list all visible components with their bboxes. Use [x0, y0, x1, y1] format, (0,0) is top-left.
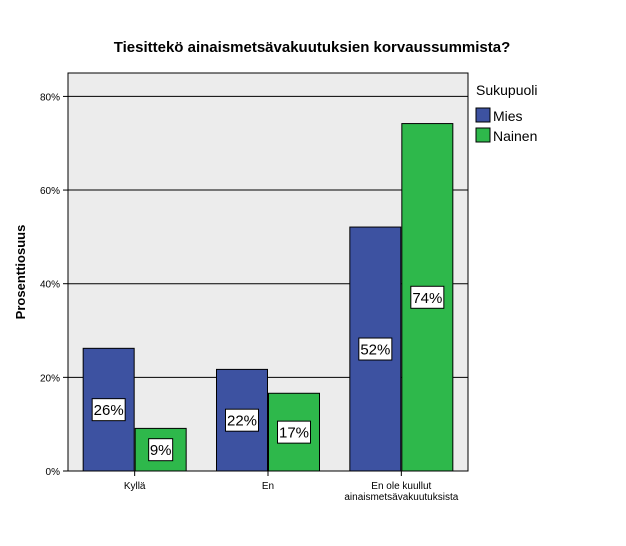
- data-label-box: [410, 285, 445, 309]
- x-tick-label: En ole kuullut: [371, 481, 431, 492]
- data-label: 74%: [412, 290, 442, 307]
- legend-swatch-nainen: [475, 127, 491, 143]
- data-label-box: [225, 408, 259, 432]
- x-tick-label: En: [262, 481, 274, 492]
- y-tick-label: 80%: [40, 92, 60, 103]
- y-tick-label: 40%: [40, 280, 60, 291]
- bar-nainen-1: [134, 427, 187, 472]
- axes: 0% 20% 40% 60% 80% Kyllä En En ole kuullutainai…: [40, 92, 459, 503]
- legend-label-mies: Mies: [493, 108, 523, 124]
- data-label-box: [277, 420, 311, 444]
- legend-title: Sukupuoli: [476, 82, 538, 98]
- data-label: 9%: [150, 442, 172, 459]
- chart-title: Tiesittekö ainaismetsävakuutuksien korva…: [114, 39, 511, 56]
- x-tick-label: ainaismetsävakuutuksista: [344, 492, 458, 503]
- y-tick-label: 0%: [46, 467, 61, 478]
- data-label: 22%: [227, 413, 257, 430]
- data-label-box: [358, 337, 393, 361]
- data-label: 26%: [94, 402, 124, 419]
- legend-label-nainen: Nainen: [493, 128, 537, 144]
- data-label: 52%: [360, 342, 390, 359]
- legend-items: Mies Nainen: [475, 107, 537, 144]
- data-label-box: [91, 398, 126, 422]
- legend: Sukupuoli Mies Nainen: [475, 82, 538, 144]
- data-labels: 26% 9% 22% 17% 52% 74%: [91, 285, 445, 462]
- y-tick-label: 60%: [40, 186, 60, 197]
- data-label-box: [148, 438, 174, 462]
- y-axis-label: Prosenttiosuus: [13, 225, 28, 320]
- legend-swatch-mies: [475, 107, 491, 123]
- y-tick-label: 20%: [40, 373, 60, 384]
- data-label: 17%: [279, 425, 309, 442]
- x-tick-label: Kyllä: [124, 481, 146, 492]
